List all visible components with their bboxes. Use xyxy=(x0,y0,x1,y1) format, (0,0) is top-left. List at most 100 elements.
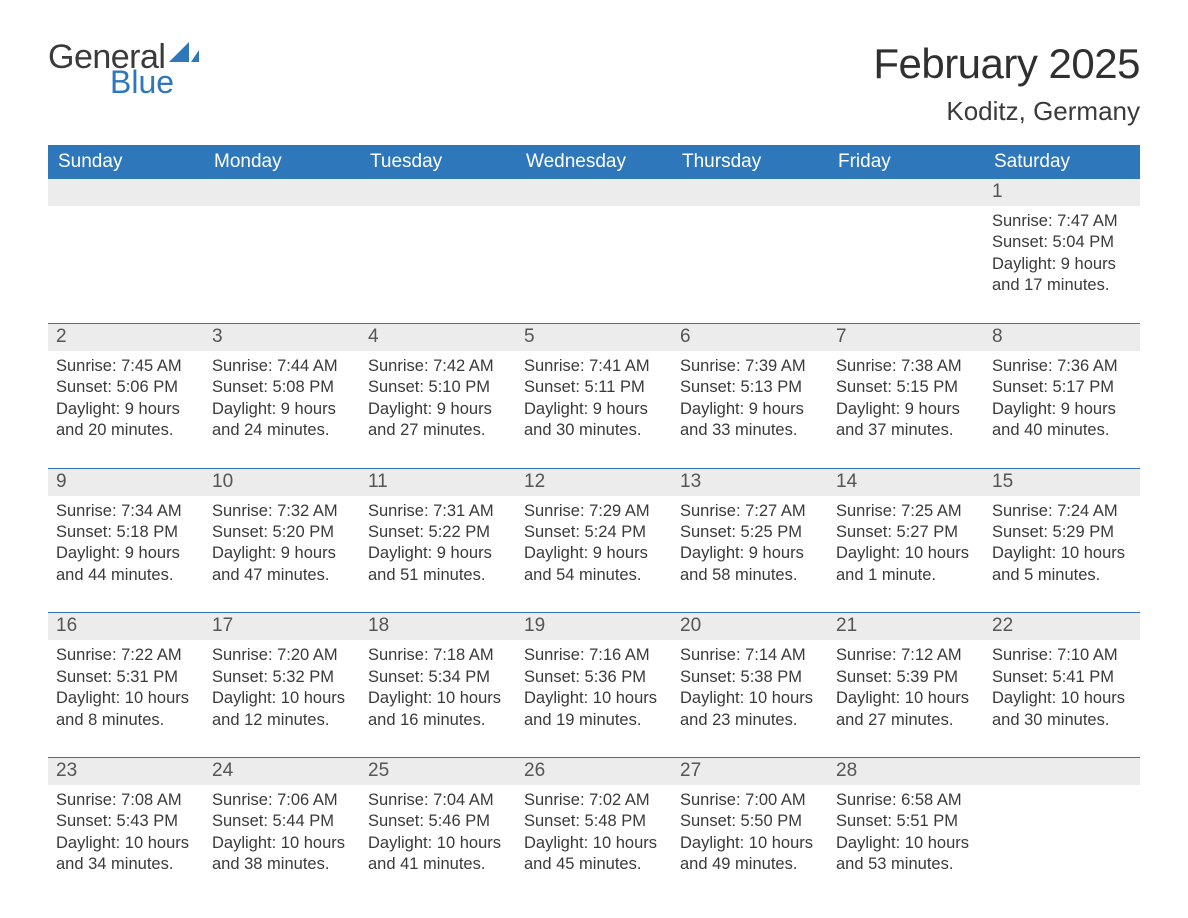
daynum-row: 232425262728 xyxy=(48,758,1140,785)
sunrise-line: Sunrise: 7:47 AM xyxy=(992,211,1132,232)
daylight-line: Daylight: 9 hours and 33 minutes. xyxy=(680,399,820,442)
day-number-cell: 17 xyxy=(204,613,360,640)
daylight-line: Daylight: 10 hours and 45 minutes. xyxy=(524,833,664,876)
day-detail-cell: Sunrise: 7:10 AMSunset: 5:41 PMDaylight:… xyxy=(984,640,1140,757)
daylight-line: Daylight: 10 hours and 12 minutes. xyxy=(212,688,352,731)
calendar-table: SundayMondayTuesdayWednesdayThursdayFrid… xyxy=(48,145,1140,886)
daylight-line: Daylight: 10 hours and 38 minutes. xyxy=(212,833,352,876)
sunrise-line: Sunrise: 7:10 AM xyxy=(992,645,1132,666)
sunset-line: Sunset: 5:24 PM xyxy=(524,522,664,543)
sunrise-line: Sunrise: 7:45 AM xyxy=(56,356,196,377)
daylight-line: Daylight: 10 hours and 1 minute. xyxy=(836,543,976,586)
sunrise-line: Sunrise: 7:44 AM xyxy=(212,356,352,377)
day-detail-cell: Sunrise: 7:25 AMSunset: 5:27 PMDaylight:… xyxy=(828,496,984,613)
day-number-cell: 25 xyxy=(360,758,516,785)
sunset-line: Sunset: 5:06 PM xyxy=(56,377,196,398)
sunrise-line: Sunrise: 7:29 AM xyxy=(524,501,664,522)
day-detail-cell: Sunrise: 7:36 AMSunset: 5:17 PMDaylight:… xyxy=(984,351,1140,468)
sunset-line: Sunset: 5:27 PM xyxy=(836,522,976,543)
day-detail-cell xyxy=(516,206,672,323)
day-detail-cell: Sunrise: 7:42 AMSunset: 5:10 PMDaylight:… xyxy=(360,351,516,468)
sunrise-line: Sunrise: 7:04 AM xyxy=(368,790,508,811)
day-detail-cell xyxy=(360,206,516,323)
day-number-cell: 13 xyxy=(672,469,828,496)
sunrise-line: Sunrise: 7:31 AM xyxy=(368,501,508,522)
sunrise-line: Sunrise: 7:27 AM xyxy=(680,501,820,522)
daynum-row: 2345678 xyxy=(48,324,1140,351)
sunset-line: Sunset: 5:43 PM xyxy=(56,811,196,832)
month-title: February 2025 xyxy=(873,40,1140,88)
sunset-line: Sunset: 5:48 PM xyxy=(524,811,664,832)
sunset-line: Sunset: 5:13 PM xyxy=(680,377,820,398)
daylight-line: Daylight: 10 hours and 30 minutes. xyxy=(992,688,1132,731)
detail-row: Sunrise: 7:34 AMSunset: 5:18 PMDaylight:… xyxy=(48,496,1140,613)
sunrise-line: Sunrise: 7:25 AM xyxy=(836,501,976,522)
sunset-line: Sunset: 5:44 PM xyxy=(212,811,352,832)
sunset-line: Sunset: 5:51 PM xyxy=(836,811,976,832)
daylight-line: Daylight: 10 hours and 41 minutes. xyxy=(368,833,508,876)
day-number-cell xyxy=(516,179,672,206)
daylight-line: Daylight: 9 hours and 30 minutes. xyxy=(524,399,664,442)
logo: General Blue xyxy=(48,40,199,98)
page-header: General Blue February 2025 Koditz, Germa… xyxy=(48,40,1140,127)
day-number-cell: 15 xyxy=(984,469,1140,496)
daylight-line: Daylight: 9 hours and 44 minutes. xyxy=(56,543,196,586)
title-block: February 2025 Koditz, Germany xyxy=(873,40,1140,127)
sunrise-line: Sunrise: 7:42 AM xyxy=(368,356,508,377)
day-detail-cell: Sunrise: 7:08 AMSunset: 5:43 PMDaylight:… xyxy=(48,785,204,886)
day-detail-cell: Sunrise: 7:22 AMSunset: 5:31 PMDaylight:… xyxy=(48,640,204,757)
daylight-line: Daylight: 10 hours and 27 minutes. xyxy=(836,688,976,731)
day-detail-cell: Sunrise: 7:00 AMSunset: 5:50 PMDaylight:… xyxy=(672,785,828,886)
sunset-line: Sunset: 5:11 PM xyxy=(524,377,664,398)
daylight-line: Daylight: 10 hours and 19 minutes. xyxy=(524,688,664,731)
daylight-line: Daylight: 10 hours and 5 minutes. xyxy=(992,543,1132,586)
sunset-line: Sunset: 5:04 PM xyxy=(992,232,1132,253)
day-number-cell: 9 xyxy=(48,469,204,496)
sunrise-line: Sunrise: 7:39 AM xyxy=(680,356,820,377)
day-number-cell: 8 xyxy=(984,324,1140,351)
daynum-row: 9101112131415 xyxy=(48,469,1140,496)
day-number-cell: 14 xyxy=(828,469,984,496)
logo-sail-icon xyxy=(169,40,199,62)
day-header-friday: Friday xyxy=(828,145,984,179)
day-number-cell: 12 xyxy=(516,469,672,496)
sunset-line: Sunset: 5:15 PM xyxy=(836,377,976,398)
daylight-line: Daylight: 9 hours and 58 minutes. xyxy=(680,543,820,586)
day-number-cell: 6 xyxy=(672,324,828,351)
day-detail-cell: Sunrise: 7:47 AMSunset: 5:04 PMDaylight:… xyxy=(984,206,1140,323)
day-header-saturday: Saturday xyxy=(984,145,1140,179)
day-detail-cell: Sunrise: 7:39 AMSunset: 5:13 PMDaylight:… xyxy=(672,351,828,468)
day-number-cell xyxy=(204,179,360,206)
daylight-line: Daylight: 10 hours and 53 minutes. xyxy=(836,833,976,876)
daylight-line: Daylight: 10 hours and 8 minutes. xyxy=(56,688,196,731)
day-detail-cell xyxy=(48,206,204,323)
sunset-line: Sunset: 5:17 PM xyxy=(992,377,1132,398)
sunset-line: Sunset: 5:41 PM xyxy=(992,667,1132,688)
daynum-row: 16171819202122 xyxy=(48,613,1140,640)
day-detail-cell: Sunrise: 7:38 AMSunset: 5:15 PMDaylight:… xyxy=(828,351,984,468)
sunrise-line: Sunrise: 7:16 AM xyxy=(524,645,664,666)
sunset-line: Sunset: 5:08 PM xyxy=(212,377,352,398)
day-detail-cell: Sunrise: 7:16 AMSunset: 5:36 PMDaylight:… xyxy=(516,640,672,757)
sunrise-line: Sunrise: 6:58 AM xyxy=(836,790,976,811)
day-number-cell: 19 xyxy=(516,613,672,640)
day-number-cell: 28 xyxy=(828,758,984,785)
sunset-line: Sunset: 5:38 PM xyxy=(680,667,820,688)
day-number-cell xyxy=(672,179,828,206)
day-number-cell: 5 xyxy=(516,324,672,351)
sunset-line: Sunset: 5:34 PM xyxy=(368,667,508,688)
sunrise-line: Sunrise: 7:02 AM xyxy=(524,790,664,811)
day-detail-cell: Sunrise: 7:27 AMSunset: 5:25 PMDaylight:… xyxy=(672,496,828,613)
daylight-line: Daylight: 9 hours and 20 minutes. xyxy=(56,399,196,442)
day-number-cell: 27 xyxy=(672,758,828,785)
day-number-cell: 26 xyxy=(516,758,672,785)
sunrise-line: Sunrise: 7:32 AM xyxy=(212,501,352,522)
day-number-cell: 11 xyxy=(360,469,516,496)
sunset-line: Sunset: 5:31 PM xyxy=(56,667,196,688)
day-detail-cell: Sunrise: 7:14 AMSunset: 5:38 PMDaylight:… xyxy=(672,640,828,757)
sunset-line: Sunset: 5:50 PM xyxy=(680,811,820,832)
day-number-cell: 1 xyxy=(984,179,1140,206)
daylight-line: Daylight: 9 hours and 24 minutes. xyxy=(212,399,352,442)
day-header-wednesday: Wednesday xyxy=(516,145,672,179)
day-number-cell: 21 xyxy=(828,613,984,640)
